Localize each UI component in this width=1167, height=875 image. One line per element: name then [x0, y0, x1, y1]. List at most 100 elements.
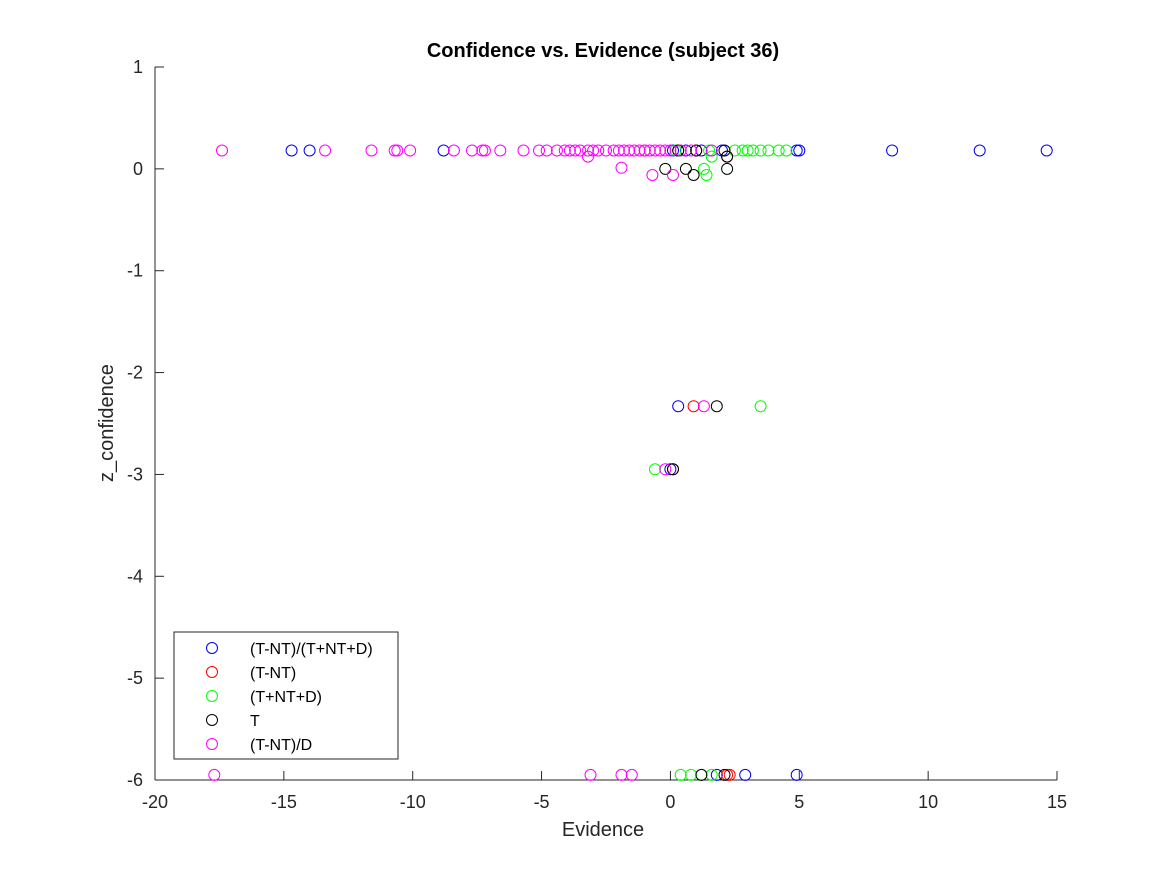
- data-point: [741, 144, 754, 157]
- y-tick-label: -5: [127, 668, 143, 688]
- chart-title: Confidence vs. Evidence (subject 36): [427, 40, 779, 62]
- data-point: [695, 768, 708, 781]
- data-point: [710, 400, 723, 413]
- data-point: [654, 144, 667, 157]
- data-point: [582, 150, 594, 163]
- data-point: [687, 400, 700, 413]
- data-point: [669, 144, 682, 157]
- data-point: [612, 144, 625, 157]
- axes: -20 -15 -10 -5 0 5 10 15-6-5-4-3-2-101: [127, 57, 1067, 812]
- legend-label: (T-NT)/D: [250, 737, 312, 754]
- data-point: [721, 768, 734, 781]
- legend-marker: [206, 690, 218, 702]
- legend-marker: [206, 642, 218, 654]
- data-point: [659, 162, 672, 175]
- data-point: [584, 768, 597, 781]
- data-point: [718, 768, 731, 781]
- data-point: [664, 463, 677, 476]
- data-point: [721, 162, 734, 175]
- data-point: [388, 144, 401, 157]
- x-tick-label: 0: [665, 792, 675, 812]
- legend-label: (T-NT)/(T+NT+D): [250, 641, 373, 658]
- data-point: [685, 768, 697, 781]
- series-group: [649, 144, 793, 781]
- data-point: [762, 144, 775, 157]
- x-tick-label: -5: [534, 792, 550, 812]
- data-point: [437, 144, 450, 157]
- data-point: [679, 144, 692, 157]
- legend-marker: [206, 666, 218, 678]
- data-point: [728, 144, 741, 157]
- data-point: [447, 144, 460, 157]
- data-point: [772, 144, 785, 157]
- data-point: [615, 161, 628, 174]
- series-group: [285, 144, 1053, 781]
- data-point: [285, 144, 298, 157]
- data-point: [649, 463, 661, 476]
- data-point: [721, 150, 734, 163]
- data-point: [592, 144, 605, 157]
- data-point: [697, 400, 710, 413]
- data-point: [476, 144, 489, 157]
- legend-label: T: [250, 713, 260, 730]
- y-tick-label: 0: [133, 159, 143, 179]
- data-point: [667, 144, 679, 157]
- series-group: [638, 144, 736, 781]
- series-group: [659, 144, 734, 781]
- data-point: [667, 463, 679, 476]
- data-point: [391, 144, 404, 157]
- data-point: [649, 144, 661, 157]
- data-point: [718, 144, 731, 157]
- legend-label: (T+NT+D): [250, 689, 322, 706]
- data-point: [659, 144, 672, 157]
- data-point: [563, 144, 576, 157]
- y-tick-label: 1: [133, 57, 143, 77]
- data-point: [672, 400, 685, 413]
- data-markers: [208, 144, 1053, 781]
- data-point: [705, 768, 718, 781]
- x-tick-label: -20: [142, 792, 168, 812]
- data-point: [558, 144, 571, 157]
- data-point: [618, 144, 630, 157]
- data-point: [723, 768, 736, 781]
- x-tick-label: -15: [271, 792, 297, 812]
- data-point: [690, 144, 703, 157]
- data-point: [754, 400, 767, 413]
- data-point: [551, 144, 563, 157]
- data-point: [208, 768, 221, 781]
- data-point: [710, 768, 723, 781]
- data-point: [705, 144, 718, 157]
- data-point: [404, 144, 417, 157]
- data-point: [886, 144, 899, 157]
- data-point: [615, 768, 628, 781]
- x-tick-label: 15: [1047, 792, 1067, 812]
- data-point: [674, 768, 687, 781]
- data-point: [533, 144, 545, 157]
- data-point: [319, 144, 332, 157]
- y-tick-label: -2: [127, 363, 143, 383]
- data-point: [703, 144, 716, 157]
- data-point: [705, 150, 718, 163]
- data-point: [365, 144, 378, 157]
- data-point: [695, 144, 708, 157]
- legend-marker: [206, 738, 218, 750]
- data-point: [659, 463, 672, 476]
- data-point: [646, 169, 659, 181]
- data-point: [674, 144, 687, 157]
- y-tick-label: -6: [127, 770, 143, 790]
- x-tick-label: -10: [400, 792, 426, 812]
- data-point: [790, 144, 803, 157]
- data-point: [746, 144, 759, 157]
- y-tick-label: -4: [127, 566, 143, 586]
- data-point: [664, 144, 677, 157]
- data-point: [478, 144, 491, 157]
- data-point: [793, 144, 806, 157]
- data-point: [574, 144, 587, 157]
- data-point: [600, 144, 612, 157]
- data-point: [754, 144, 767, 157]
- y-tick-label: -3: [127, 464, 143, 484]
- data-point: [607, 144, 620, 157]
- legend-label: (T-NT): [250, 665, 296, 682]
- data-point: [303, 144, 316, 157]
